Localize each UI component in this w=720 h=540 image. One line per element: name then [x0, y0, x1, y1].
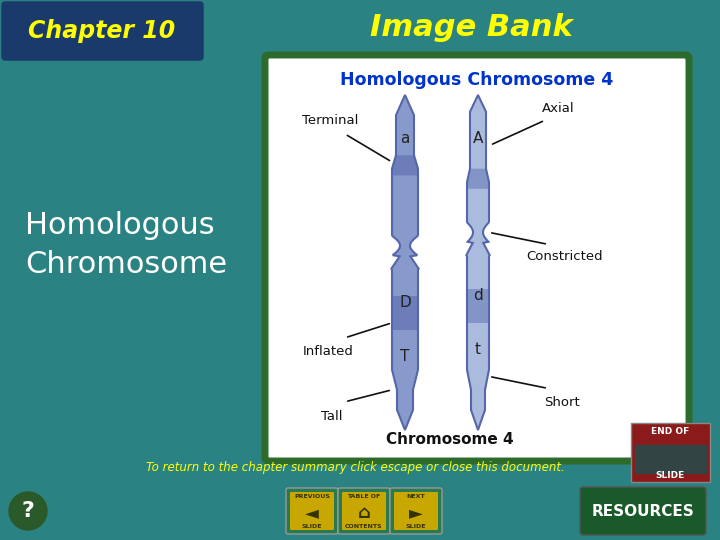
Text: Constricted: Constricted [527, 251, 603, 264]
FancyBboxPatch shape [290, 492, 334, 530]
Polygon shape [467, 168, 489, 189]
Text: Homologous Chromosome 4: Homologous Chromosome 4 [341, 71, 613, 89]
Text: Chromosome 4: Chromosome 4 [386, 433, 514, 448]
Polygon shape [467, 289, 489, 323]
Text: Terminal: Terminal [302, 114, 358, 127]
Text: t: t [475, 342, 481, 357]
Text: CONTENTS: CONTENTS [345, 523, 383, 529]
Text: Axial: Axial [541, 102, 575, 115]
Text: ◄: ◄ [305, 504, 319, 522]
Text: To return to the chapter summary click escape or close this document.: To return to the chapter summary click e… [145, 461, 564, 474]
Text: T: T [400, 349, 410, 364]
Text: Image Bank: Image Bank [370, 14, 572, 43]
Polygon shape [392, 296, 418, 329]
Polygon shape [392, 95, 418, 430]
FancyBboxPatch shape [265, 55, 689, 461]
Text: NEXT: NEXT [407, 495, 426, 500]
Polygon shape [467, 95, 490, 430]
Text: Short: Short [544, 396, 580, 409]
FancyBboxPatch shape [286, 488, 338, 534]
Text: A: A [473, 131, 483, 146]
Text: Homologous
Chromosome: Homologous Chromosome [25, 211, 227, 279]
Text: D: D [399, 295, 411, 310]
Text: ⌂: ⌂ [358, 504, 370, 522]
FancyBboxPatch shape [390, 488, 442, 534]
Text: SLIDE: SLIDE [655, 470, 685, 480]
Text: SLIDE: SLIDE [406, 523, 426, 529]
Text: PREVIOUS: PREVIOUS [294, 495, 330, 500]
Text: Inflated: Inflated [302, 345, 354, 358]
Text: d: d [473, 288, 483, 303]
FancyBboxPatch shape [580, 487, 706, 535]
Text: TABLE OF: TABLE OF [347, 495, 381, 500]
Polygon shape [392, 156, 418, 176]
Text: Chapter 10: Chapter 10 [28, 19, 176, 43]
Text: END OF: END OF [651, 428, 689, 436]
FancyBboxPatch shape [394, 492, 438, 530]
Text: ►: ► [409, 504, 423, 522]
FancyBboxPatch shape [342, 492, 386, 530]
Text: a: a [400, 131, 410, 146]
Bar [635, 445, 706, 473]
Text: Tall: Tall [321, 410, 343, 423]
Text: SLIDE: SLIDE [302, 523, 323, 529]
FancyBboxPatch shape [338, 488, 390, 534]
Text: ?: ? [22, 501, 35, 521]
Ellipse shape [9, 492, 47, 530]
FancyBboxPatch shape [2, 2, 203, 60]
Text: RESOURCES: RESOURCES [592, 503, 694, 518]
FancyBboxPatch shape [631, 423, 710, 482]
